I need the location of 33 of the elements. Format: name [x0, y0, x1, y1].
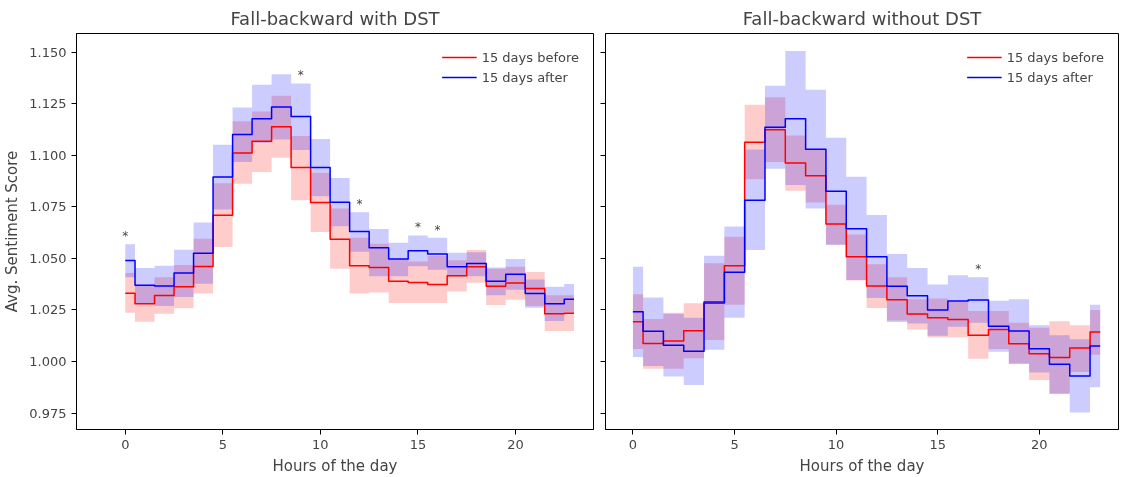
- annotation: *: [414, 220, 421, 235]
- y-tick-label: 1.125: [29, 96, 67, 112]
- x-tick-label: 15: [409, 436, 427, 452]
- x-tick-label: 20: [507, 436, 524, 452]
- legend-label: 15 days after: [481, 69, 568, 85]
- annotation: *: [356, 197, 363, 212]
- y-axis-title: Avg. Sentiment Score: [3, 150, 22, 313]
- x-axis-title: Hours of the day: [272, 456, 398, 475]
- x-tick-label: 10: [312, 436, 329, 452]
- chart-title: Fall-backward with DST: [230, 7, 441, 29]
- x-tick-label: 0: [121, 436, 130, 452]
- annotation: *: [434, 222, 441, 237]
- y-tick-label: 1.100: [29, 147, 67, 163]
- y-tick-label: 1.025: [29, 302, 67, 318]
- chart-title: Fall-backward without DST: [742, 7, 983, 29]
- x-tick-label: 10: [827, 436, 845, 452]
- y-tick-label: 0.975: [29, 405, 67, 421]
- y-tick-label: 1.000: [29, 353, 67, 369]
- y-tick-label: 1.150: [29, 44, 67, 60]
- annotation: *: [122, 229, 129, 244]
- x-tick-label: 5: [218, 436, 227, 452]
- legend-label: 15 days before: [1006, 49, 1104, 65]
- annotation: *: [297, 68, 304, 83]
- annotation: *: [975, 262, 982, 277]
- x-tick-label: 15: [929, 436, 946, 452]
- x-tick-label: 5: [730, 436, 739, 452]
- x-axis-title: Hours of the day: [799, 456, 925, 475]
- legend-label: 15 days before: [481, 49, 579, 65]
- legend-label: 15 days after: [1006, 69, 1093, 85]
- x-tick-label: 20: [1030, 436, 1048, 452]
- y-tick-label: 1.075: [29, 199, 67, 215]
- x-tick-label: 0: [628, 436, 638, 452]
- y-tick-label: 1.050: [29, 250, 67, 266]
